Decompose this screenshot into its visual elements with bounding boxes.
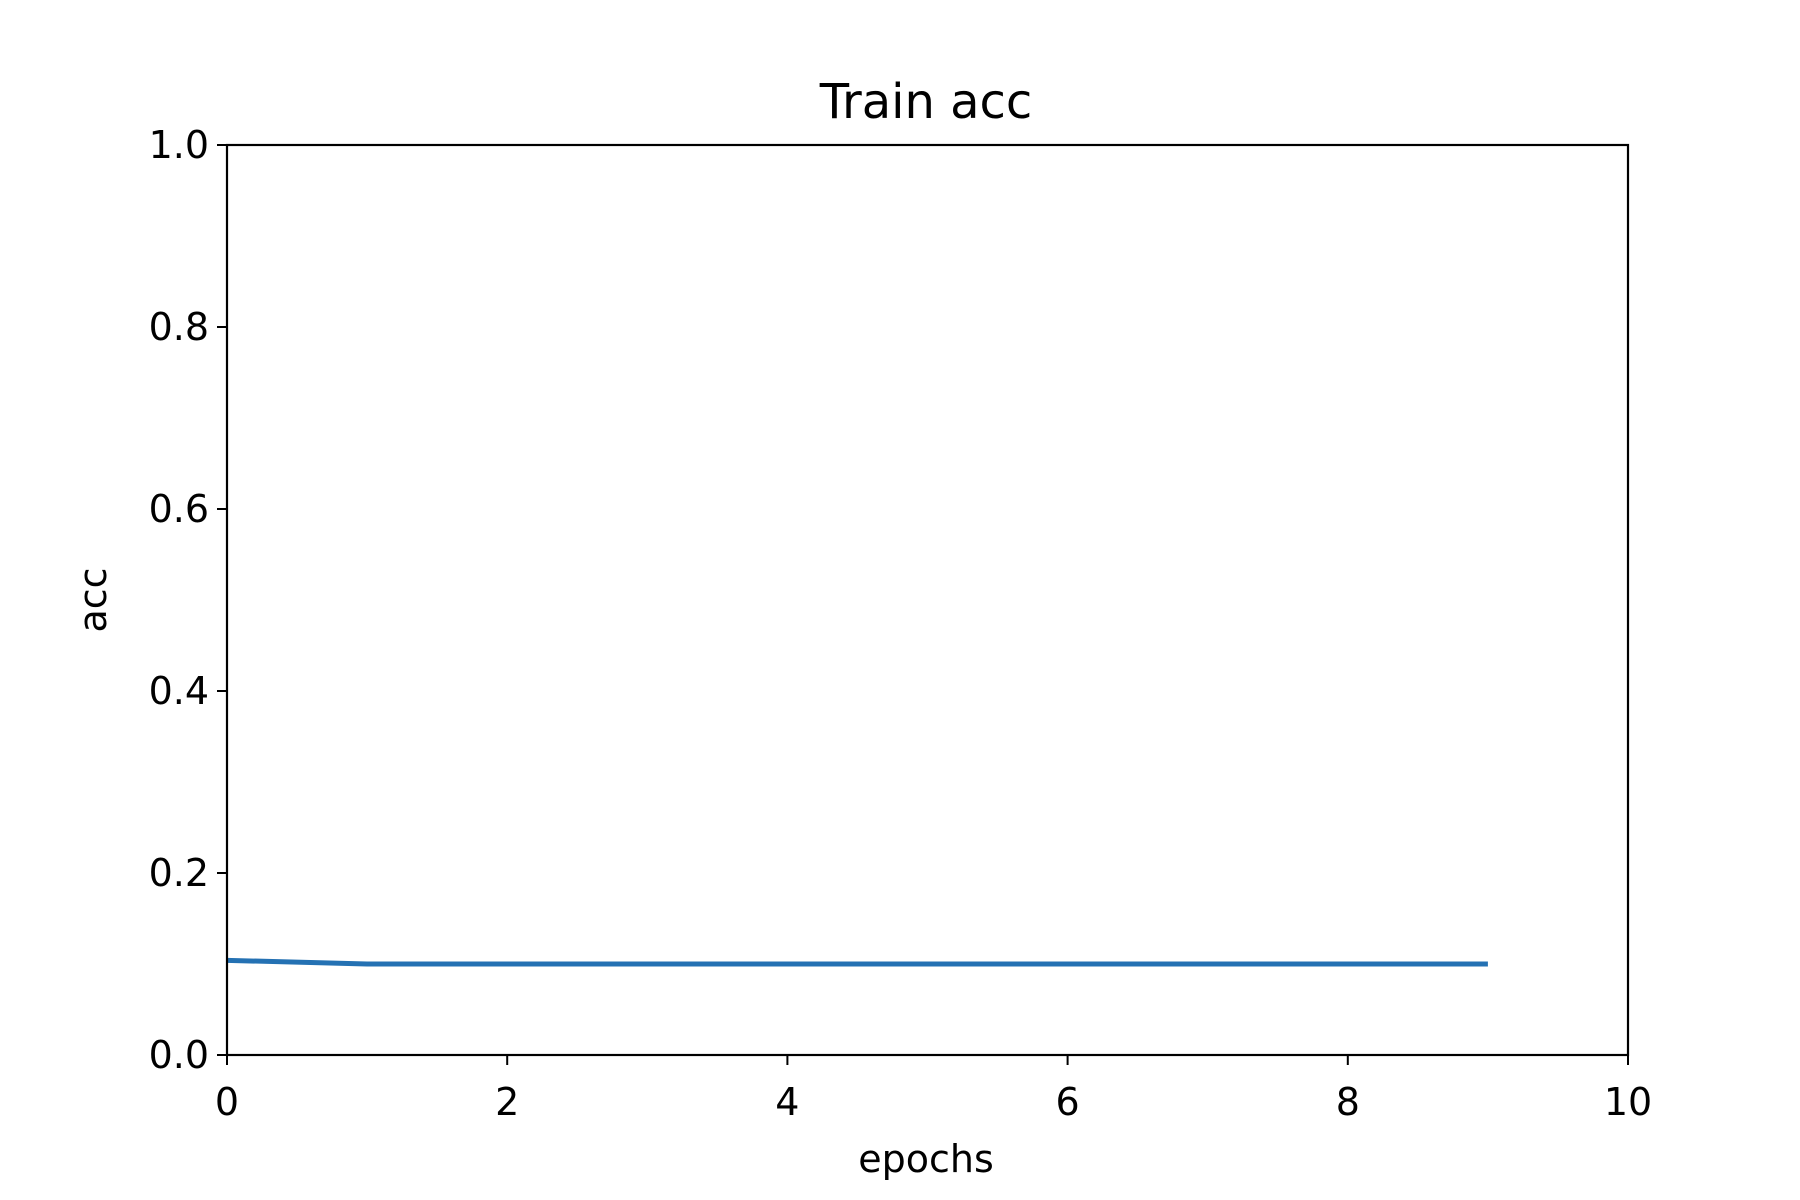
x-tick-label: 4 <box>775 1080 799 1124</box>
y-tick-label: 0.8 <box>149 305 209 349</box>
x-axis-ticks: 0 2 4 6 8 10 <box>215 1055 1652 1124</box>
y-tick-label: 0.4 <box>149 669 209 713</box>
y-tick-label: 0.2 <box>149 851 209 895</box>
y-tick-label: 1.0 <box>149 123 209 167</box>
y-tick-label: 0.0 <box>149 1033 209 1077</box>
train-acc-line <box>226 957 1488 967</box>
y-axis-label: acc <box>71 567 115 632</box>
x-tick-label: 8 <box>1336 1080 1360 1124</box>
chart-title: Train acc <box>819 74 1033 130</box>
y-tick-label: 0.6 <box>149 487 209 531</box>
x-tick-label: 6 <box>1056 1080 1080 1124</box>
x-tick-label: 10 <box>1604 1080 1652 1124</box>
y-axis-ticks: 0.0 0.2 0.4 0.6 0.8 1.0 <box>149 123 227 1077</box>
x-tick-label: 0 <box>215 1080 239 1124</box>
series-layer <box>226 957 1488 967</box>
x-axis-label: epochs <box>858 1137 994 1181</box>
x-tick-label: 2 <box>495 1080 519 1124</box>
plot-frame <box>225 143 1630 1057</box>
